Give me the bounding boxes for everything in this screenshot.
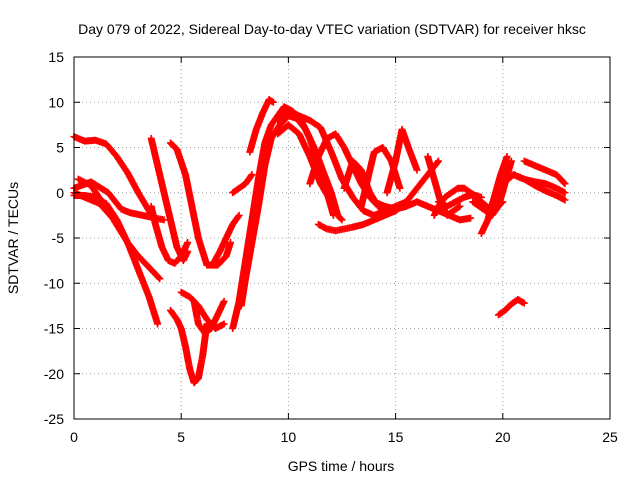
series-track-5 [74, 175, 106, 206]
series-track-28 [424, 153, 464, 219]
y-tick-label: 15 [48, 49, 64, 65]
series-track-8 [166, 139, 235, 269]
data-marks [70, 96, 569, 387]
plus-markers [166, 139, 235, 269]
plus-markers [246, 96, 277, 156]
series-track-12 [209, 211, 243, 267]
series-track-33 [510, 171, 569, 204]
plus-markers [314, 207, 400, 235]
y-tick-label: -5 [52, 230, 65, 246]
plus-markers [74, 175, 106, 206]
plus-markers [520, 157, 569, 188]
x-tick-label: 25 [602, 429, 618, 445]
plus-markers [209, 211, 243, 267]
series-track-20 [314, 207, 400, 235]
y-tick-label: -20 [44, 366, 64, 382]
series-track-34 [520, 157, 569, 188]
x-tick-label: 5 [177, 429, 185, 445]
series-track-23 [383, 125, 421, 197]
series-track-16 [246, 96, 277, 156]
y-tick-label: 10 [48, 94, 64, 110]
series-track-1 [70, 133, 159, 224]
plus-markers [229, 171, 256, 197]
chart-title: Day 079 of 2022, Sidereal Day-to-day VTE… [78, 21, 586, 37]
y-tick-label: -10 [44, 275, 64, 291]
plus-markers [166, 306, 211, 387]
series-track-31 [495, 296, 528, 319]
plus-markers [495, 296, 528, 319]
series-track-11 [190, 297, 228, 337]
plus-markers [147, 134, 192, 265]
y-tick-label: 5 [56, 140, 64, 156]
series-track-9 [166, 306, 211, 387]
plus-markers [147, 202, 192, 267]
series-track-35 [467, 189, 507, 215]
series-track-30 [477, 153, 511, 237]
plus-markers [477, 153, 511, 237]
plus-markers [70, 133, 159, 224]
plus-markers [510, 171, 569, 204]
y-tick-label: 0 [56, 185, 64, 201]
x-tick-label: 10 [281, 429, 297, 445]
plus-markers [424, 153, 464, 219]
grid [74, 57, 610, 419]
series-track-15 [229, 171, 256, 197]
x-tick-label: 20 [495, 429, 511, 445]
plus-markers [383, 125, 421, 197]
series-track-14 [237, 112, 342, 310]
plus-markers [190, 297, 228, 337]
axis-ticks: 0 5 10 15 20 25 -25 -20 -15 -10 -5 0 5 10 15 [44, 49, 618, 445]
series-track-7 [147, 134, 192, 265]
series-track-6 [147, 202, 192, 267]
y-tick-label: -25 [44, 411, 64, 427]
x-tick-label: 15 [388, 429, 404, 445]
y-axis-title: SDTVAR / TECUs [5, 182, 21, 294]
plus-markers [237, 112, 342, 310]
y-tick-label: -15 [44, 321, 64, 337]
x-axis-title: GPS time / hours [288, 458, 395, 474]
x-tick-label: 0 [70, 429, 78, 445]
plus-markers [467, 189, 507, 215]
